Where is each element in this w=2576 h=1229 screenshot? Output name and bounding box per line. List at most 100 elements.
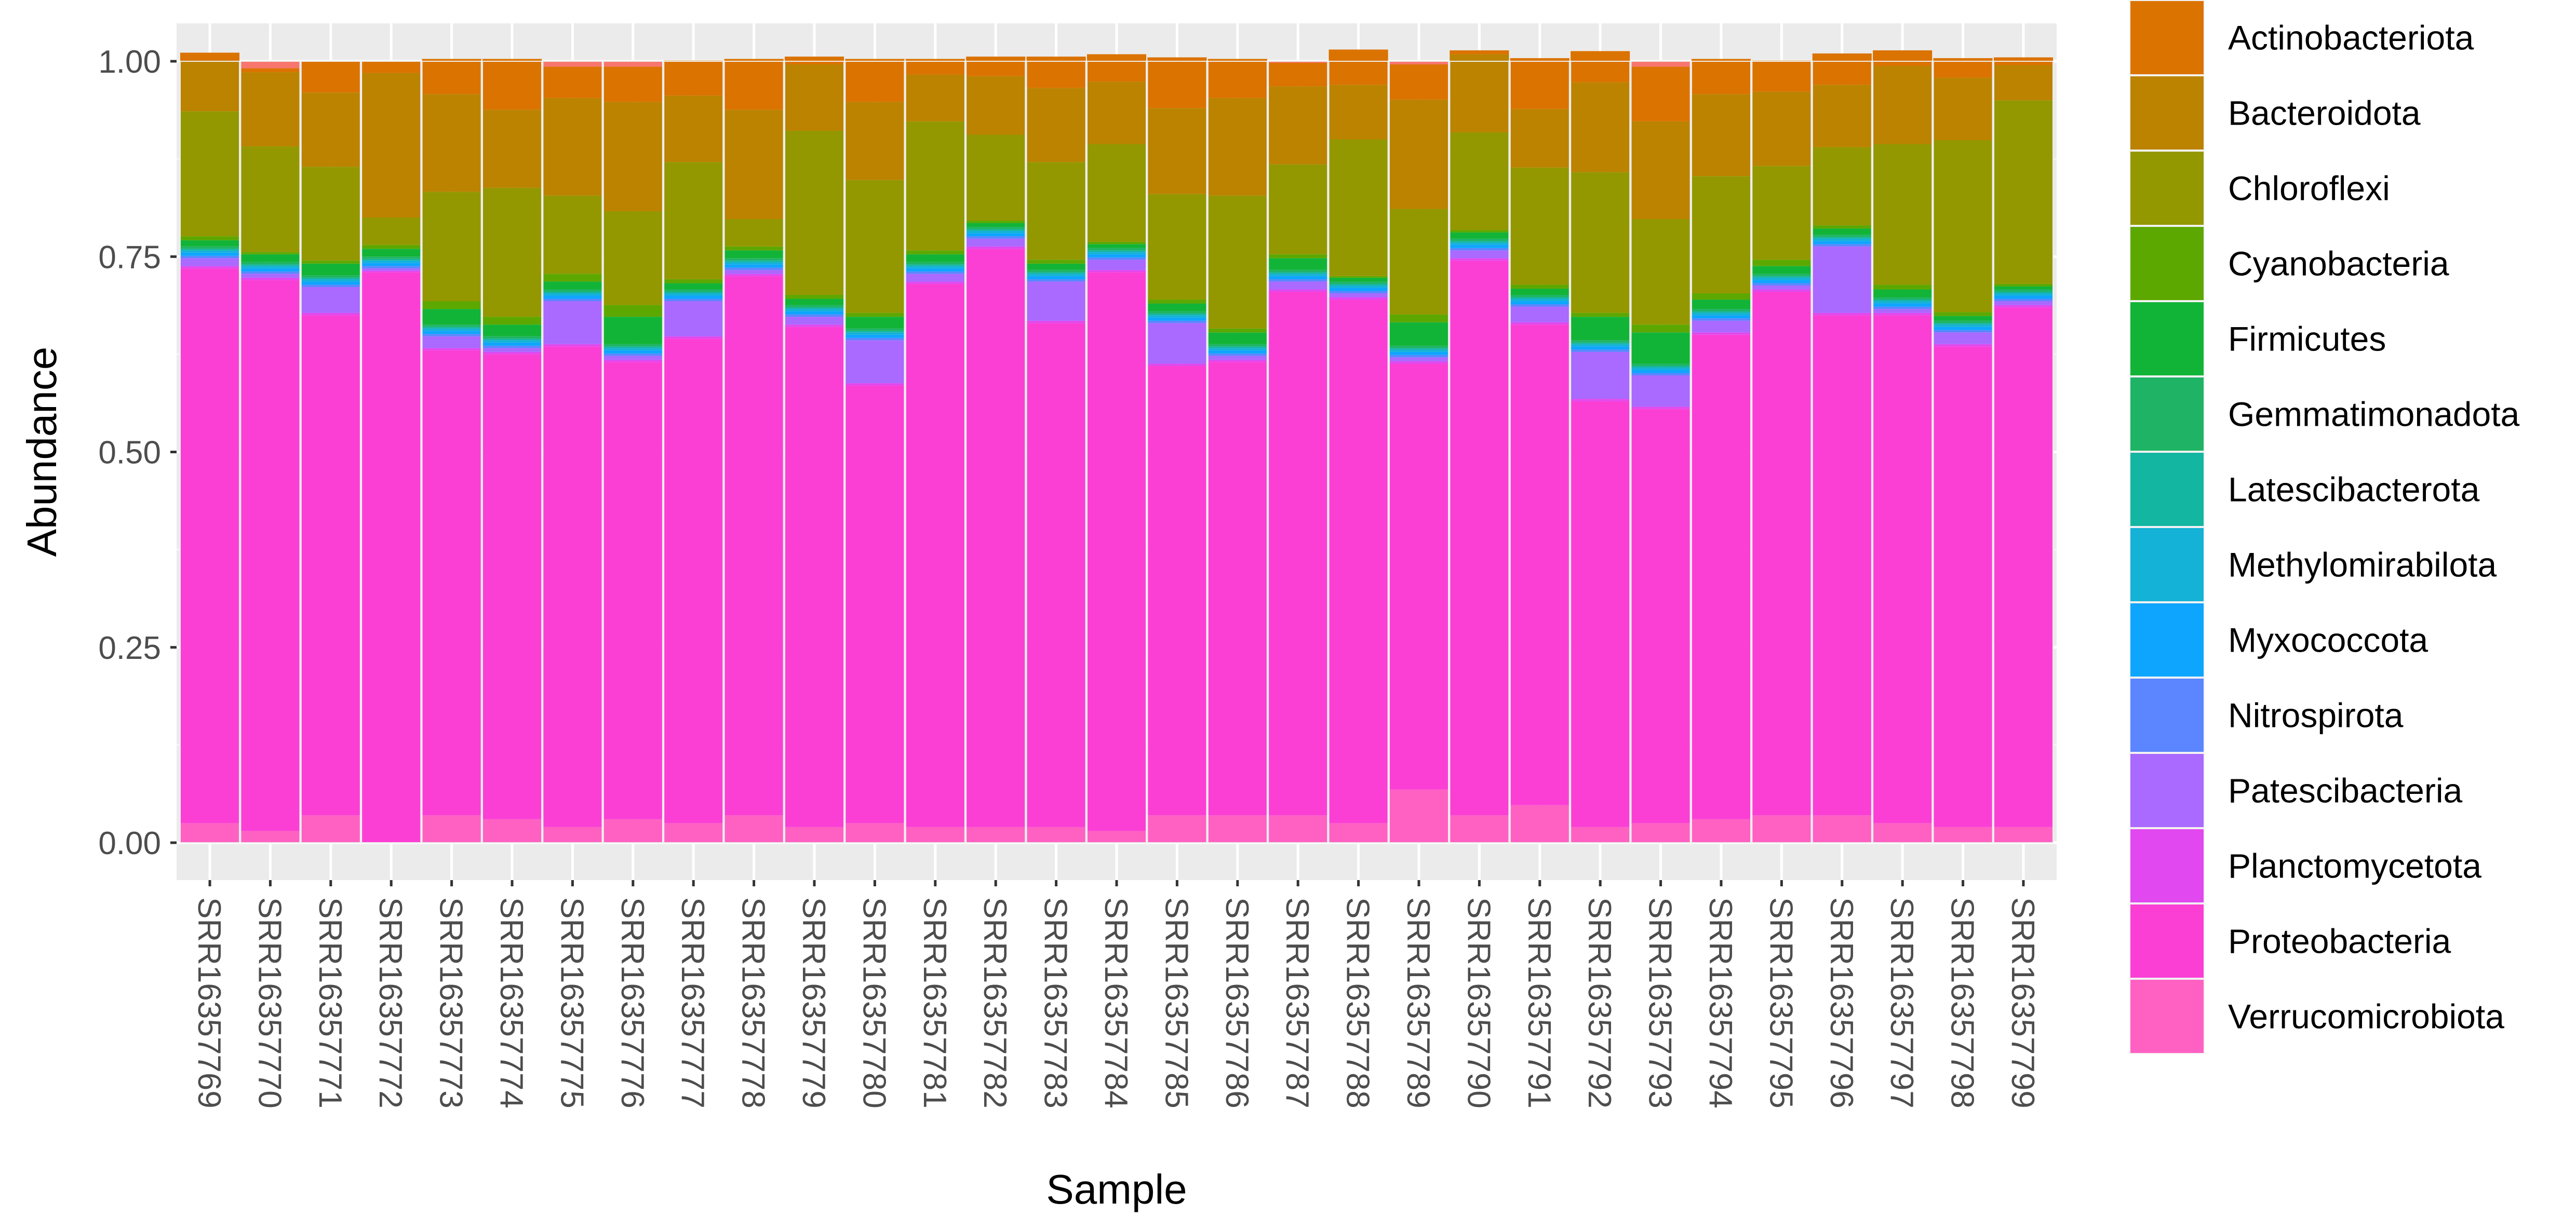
bar-segment	[1933, 316, 1993, 321]
bar-segment	[1812, 147, 1872, 226]
x-tick-label: SRR16357796	[1823, 897, 1859, 1109]
bar-segment	[543, 289, 602, 292]
bar-segment	[422, 331, 481, 334]
bar-segment	[543, 299, 602, 302]
bar-segment	[1026, 88, 1086, 163]
bar-outline	[1509, 61, 1570, 843]
bar-segment	[845, 340, 905, 384]
bar-segment	[1812, 315, 1872, 816]
x-tick-label: SRR16357791	[1521, 897, 1557, 1109]
bar-segment	[905, 264, 965, 266]
bar-segment	[1147, 323, 1207, 364]
bar-segment	[1147, 311, 1207, 314]
bar-segment	[784, 827, 844, 843]
bar-segment	[1510, 322, 1569, 325]
bar-segment	[482, 352, 542, 355]
legend-label: Verrucomicrobiota	[2228, 997, 2504, 1036]
x-tick-label: SRR16357769	[191, 897, 227, 1109]
bar-segment	[966, 56, 1026, 76]
bar-segment	[1993, 286, 2054, 290]
bar-segment	[1329, 297, 1388, 300]
bar-segment	[1631, 66, 1691, 121]
bar-segment	[240, 262, 300, 265]
legend-key-swatch	[2130, 754, 2204, 827]
bar-segment-other	[1631, 61, 1691, 67]
bar-outline	[542, 61, 603, 843]
bar-segment	[422, 59, 481, 94]
bar-segment	[1933, 346, 1993, 827]
legend-key-swatch	[2130, 152, 2204, 225]
bar-segment	[482, 187, 542, 317]
bar-segment	[1329, 49, 1388, 85]
bar-segment	[1208, 353, 1267, 356]
bar-segment	[1510, 109, 1569, 168]
legend-key-swatch	[2130, 227, 2204, 300]
x-tick-label: SRR16357775	[554, 897, 589, 1109]
bar-segment	[1147, 303, 1207, 312]
bar-segment	[784, 309, 844, 312]
bar-segment	[1752, 815, 1812, 843]
bar-segment	[301, 279, 360, 282]
bar-segment	[724, 260, 784, 262]
bar-segment	[1147, 314, 1207, 316]
bar-outline	[905, 61, 965, 843]
x-tick-label: SRR16357781	[917, 897, 952, 1109]
legend-label: Proteobacteria	[2228, 922, 2451, 961]
bar-segment	[1691, 318, 1751, 321]
bar-outline	[784, 61, 845, 843]
bar-segment	[361, 73, 421, 218]
legend-label: Nitrospirota	[2228, 696, 2404, 735]
bar-segment	[543, 827, 602, 843]
bar-segment	[482, 325, 542, 336]
x-axis: SRR16357769 SRR16357770 SRR16357771 SRR1635…	[191, 880, 2041, 1109]
bar-segment	[966, 223, 1026, 227]
bar-segment	[845, 385, 905, 823]
bar-segment	[1933, 827, 1993, 843]
bar-segment	[603, 353, 663, 356]
bar-outline	[1086, 61, 1147, 843]
legend-key-swatch	[2130, 829, 2204, 902]
bar-segment	[845, 823, 905, 843]
bar-segment	[724, 267, 784, 270]
bar-segment	[1691, 311, 1751, 313]
bar-segment	[1933, 327, 1993, 330]
bar-segment	[1510, 285, 1569, 289]
bar-segment	[1086, 252, 1147, 254]
bar-segment	[1268, 164, 1328, 254]
bar-segment	[1086, 54, 1147, 82]
bar-segment	[966, 227, 1026, 229]
bar-segment	[1026, 274, 1086, 276]
bar-segment	[1752, 260, 1812, 266]
bar-outline	[300, 61, 361, 843]
bar-segment	[1208, 195, 1267, 329]
x-tick-label: SRR16357774	[493, 897, 529, 1109]
bar-outline	[1872, 61, 1933, 843]
bar-segment	[603, 348, 663, 350]
bar-segment	[1026, 827, 1086, 843]
bar-segment	[1812, 246, 1872, 313]
bar-segment	[1993, 283, 2054, 287]
bar-segment	[1631, 373, 1691, 376]
bar-segment	[180, 111, 240, 237]
bar-segment	[1631, 407, 1691, 409]
y-tick-label: 0.00	[98, 826, 161, 861]
bar-segment	[845, 313, 905, 317]
bar-segment	[180, 258, 240, 266]
bar-segment	[1571, 401, 1630, 827]
bar-segment	[422, 94, 481, 192]
bar-segment	[361, 61, 421, 73]
bar-segment	[1086, 144, 1147, 242]
bar-segment	[1933, 320, 1993, 323]
bar-segment	[603, 359, 663, 362]
x-axis-title: Sample	[1046, 1166, 1187, 1212]
bar-segment	[724, 246, 784, 251]
bar-segment	[966, 231, 1026, 234]
bar-segment	[905, 250, 965, 254]
bar-segment	[784, 294, 844, 299]
bar-outline	[1812, 61, 1872, 843]
bar-segment	[180, 236, 240, 240]
bar-segment	[1691, 819, 1751, 843]
bar-segment	[603, 317, 663, 344]
bar-segment	[724, 269, 784, 274]
bar-segment	[422, 328, 481, 331]
